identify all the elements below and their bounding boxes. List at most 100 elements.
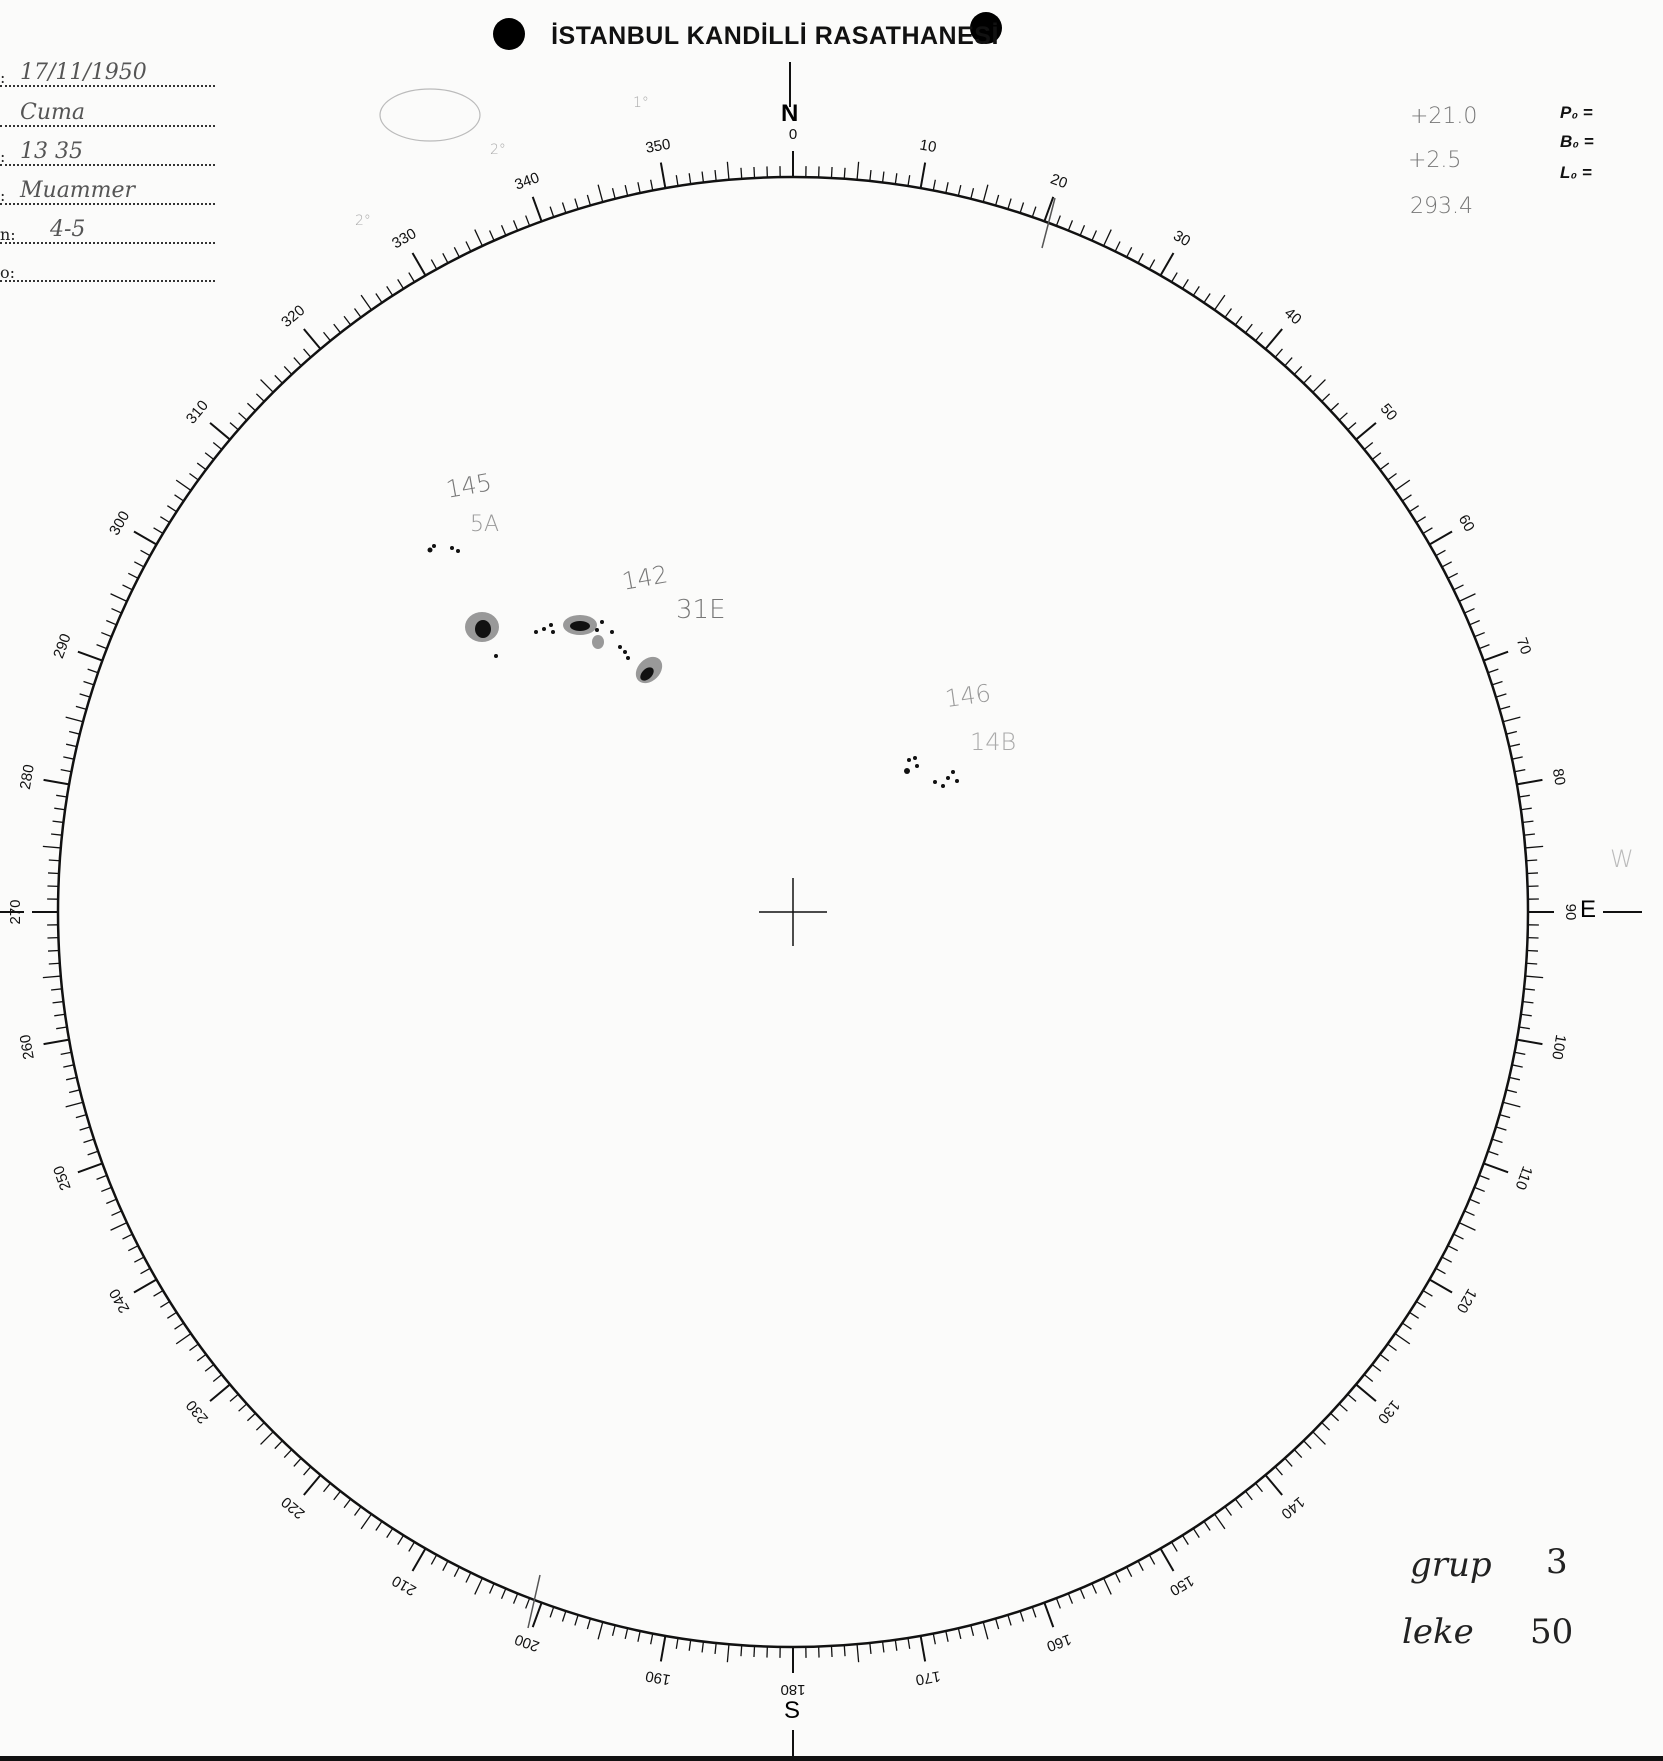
tick-mark — [442, 1560, 449, 1571]
seeing-value: 4-5 — [50, 217, 86, 242]
tick-mark — [60, 1051, 72, 1055]
tick-mark — [1170, 1541, 1178, 1552]
tick-mark — [1181, 1534, 1189, 1545]
tick-mark — [907, 1637, 911, 1649]
tick-mark — [65, 743, 77, 748]
tick-mark — [1441, 1256, 1452, 1263]
tick-mark — [209, 422, 231, 441]
tick-mark — [1103, 229, 1112, 247]
tick-mark — [932, 179, 936, 191]
tick-mark — [740, 167, 743, 179]
tick-mark — [1487, 668, 1499, 674]
tick-mark — [353, 308, 362, 318]
spots-count: 50 — [1530, 1612, 1574, 1652]
tick-mark — [323, 1482, 331, 1493]
tick-mark — [48, 962, 60, 965]
tick-mark — [204, 1363, 215, 1372]
tick-mark — [843, 1645, 846, 1657]
tick-mark — [1394, 1333, 1411, 1345]
tick-mark — [1203, 293, 1211, 304]
tick-mark — [474, 1577, 483, 1595]
tick-mark — [323, 331, 331, 342]
tick-mark — [1159, 1548, 1175, 1572]
tick-mark — [945, 182, 949, 194]
tick-mark — [1518, 1026, 1530, 1030]
tick-mark — [397, 279, 405, 290]
tick-mark — [1491, 1138, 1503, 1144]
tick-mark — [1234, 315, 1243, 326]
tick-mark — [1464, 607, 1475, 614]
tick-mark — [229, 422, 239, 431]
tick-mark — [1192, 285, 1200, 296]
tick-mark — [843, 167, 846, 179]
tick-mark — [122, 584, 133, 591]
tick-mark — [1509, 1076, 1521, 1081]
tick-mark — [303, 1474, 322, 1496]
tick-mark — [1478, 1174, 1490, 1180]
tick-label: 90 — [1562, 904, 1579, 921]
sunspot-group-142 — [465, 612, 663, 684]
tick-mark — [932, 1633, 936, 1645]
tick-mark — [1506, 730, 1517, 735]
tick-mark — [1409, 505, 1420, 513]
l0-value: 293.4 — [1410, 194, 1473, 219]
tick-mark — [1338, 1403, 1348, 1412]
tick-mark — [1478, 644, 1490, 650]
tick-mark — [1441, 561, 1452, 568]
tick-mark — [1203, 1520, 1211, 1531]
tick-mark — [1355, 422, 1377, 441]
tick-mark — [408, 1541, 416, 1552]
tick-mark — [212, 1374, 223, 1382]
tick-mark — [1511, 756, 1523, 760]
degree-ticks — [32, 151, 1554, 1673]
tick-label: 160 — [1044, 1630, 1073, 1655]
tick-mark — [360, 1513, 372, 1530]
tick-mark — [1526, 962, 1538, 965]
tick-mark — [274, 1440, 283, 1450]
tick-label: 80 — [1549, 767, 1569, 786]
tick-mark — [488, 230, 495, 241]
tick-mark — [255, 393, 265, 402]
tick-mark — [1387, 472, 1397, 481]
tick-mark — [1522, 820, 1534, 824]
tick-mark — [386, 285, 394, 296]
tick-mark — [160, 1300, 171, 1308]
tick-mark — [1483, 1162, 1509, 1174]
tick-mark — [1347, 422, 1357, 431]
tick-mark — [386, 1528, 394, 1539]
tick-mark — [453, 1566, 460, 1577]
tick-label: 220 — [278, 1493, 308, 1522]
tick-mark — [907, 175, 911, 187]
tick-mark — [353, 1506, 362, 1516]
tick-mark — [624, 184, 629, 196]
page-title: İSTANBUL KANDİLLİ RASATHANESİ — [551, 22, 999, 50]
tick-mark — [189, 1343, 199, 1352]
tick-mark — [1264, 328, 1283, 350]
tick-mark — [611, 188, 616, 199]
form-row-seeing: n: 4-5 — [0, 212, 215, 244]
tick-mark — [260, 1431, 274, 1445]
tick-mark — [1312, 379, 1326, 393]
tick-mark — [238, 412, 248, 421]
tick-mark — [166, 505, 177, 513]
tick-mark — [1330, 402, 1340, 412]
tick-mark — [79, 1126, 91, 1131]
tick-mark — [1514, 769, 1526, 773]
tick-mark — [430, 259, 438, 270]
tick-label: 230 — [183, 1397, 212, 1427]
tick-mark — [970, 1625, 975, 1636]
south-label: S — [784, 1697, 801, 1724]
tick-mark — [957, 1628, 962, 1640]
tick-mark — [753, 1645, 756, 1658]
tick-mark — [1363, 442, 1374, 450]
tick-mark — [133, 530, 157, 546]
tick-mark — [333, 323, 342, 334]
tick-mark — [659, 1635, 667, 1662]
tick-mark — [1303, 1440, 1312, 1450]
tick-mark — [1422, 1289, 1433, 1297]
tick-label: 210 — [389, 1572, 419, 1599]
tick-mark — [1114, 1572, 1121, 1583]
tick-mark — [1474, 631, 1485, 638]
tick-mark — [1523, 988, 1535, 991]
tick-mark — [375, 1520, 383, 1531]
